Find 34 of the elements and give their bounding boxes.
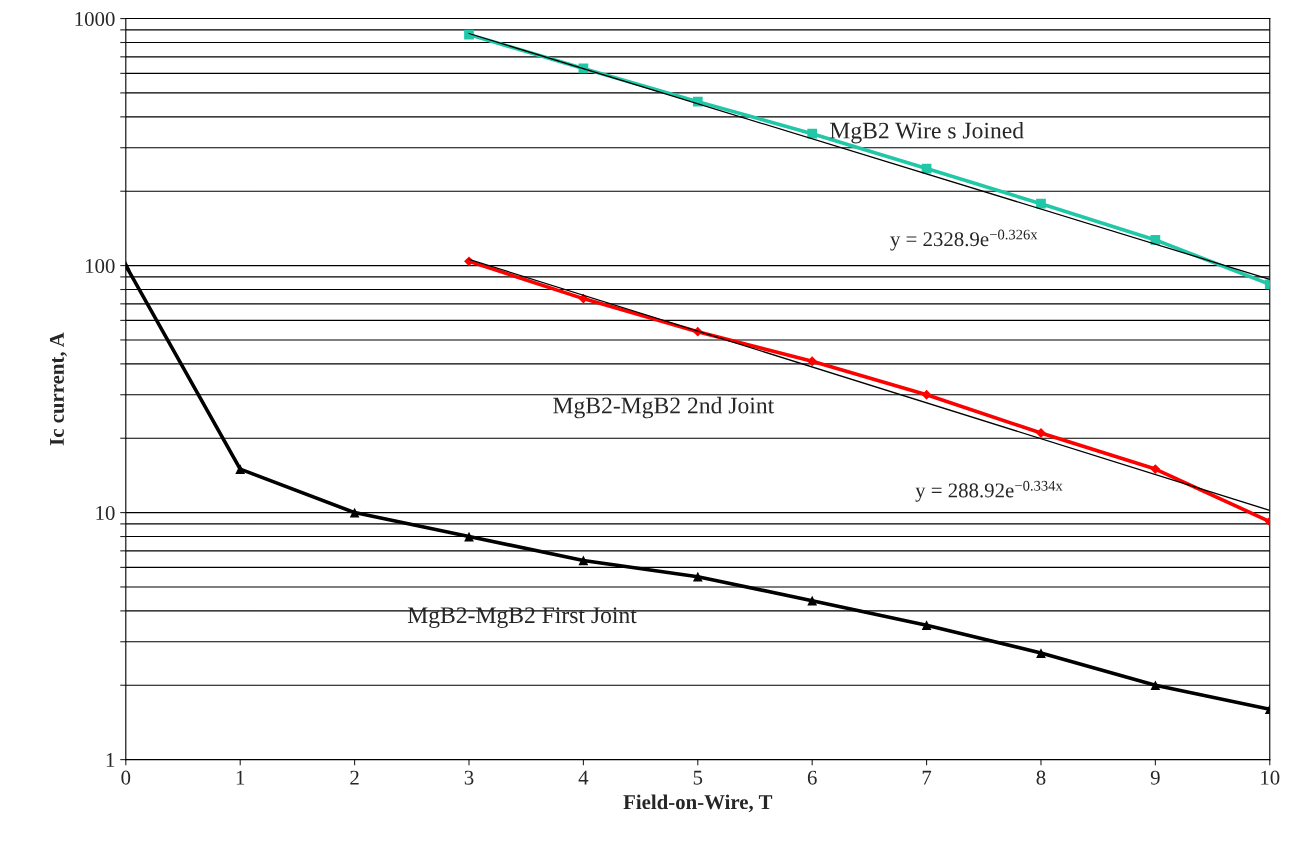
point bbox=[578, 555, 589, 566]
annotation: y = 288.92e$^{−0.334x}$ bbox=[915, 480, 1063, 502]
y-tick-label: 100 bbox=[85, 258, 115, 274]
x-tick-label: 10 bbox=[1261, 770, 1280, 785]
series-label: MgB2-MgB2 2nd Joint bbox=[553, 396, 775, 419]
point bbox=[807, 356, 818, 367]
x-tick-label: 0 bbox=[121, 770, 131, 785]
series-label: MgB2-MgB2 First Joint bbox=[407, 607, 637, 629]
annotation: y = 2328.9e$^{−0.326x}$ bbox=[890, 229, 1038, 251]
point bbox=[235, 464, 246, 474]
y-tick-label: 1 bbox=[106, 753, 115, 767]
x-tick-label: 1 bbox=[236, 770, 245, 785]
point bbox=[692, 571, 703, 582]
point bbox=[921, 620, 932, 631]
y-tick-label: 10 bbox=[96, 505, 115, 521]
x-tick-label: 8 bbox=[1036, 770, 1046, 785]
y-axis-title: Ic current, A bbox=[49, 332, 67, 446]
series-label: MgB2 Wire s Joined bbox=[830, 121, 1024, 144]
x-tick-label: 9 bbox=[1150, 770, 1160, 785]
point bbox=[1150, 464, 1161, 474]
x-tick-label: 2 bbox=[350, 770, 359, 785]
x-axis-title: Field-on-Wire, T bbox=[623, 794, 773, 813]
x-tick-label: 4 bbox=[578, 770, 589, 785]
point bbox=[807, 128, 818, 139]
point bbox=[1036, 648, 1046, 658]
point bbox=[1150, 680, 1161, 691]
point bbox=[921, 389, 932, 400]
y-tick-label: 1000 bbox=[75, 11, 115, 26]
x-tick-label: 5 bbox=[693, 770, 703, 785]
x-tick-label: 6 bbox=[807, 770, 817, 785]
x-tick-label: 3 bbox=[464, 770, 474, 785]
point bbox=[1036, 198, 1046, 209]
x-tick-label: 7 bbox=[922, 770, 932, 785]
point bbox=[807, 595, 818, 606]
